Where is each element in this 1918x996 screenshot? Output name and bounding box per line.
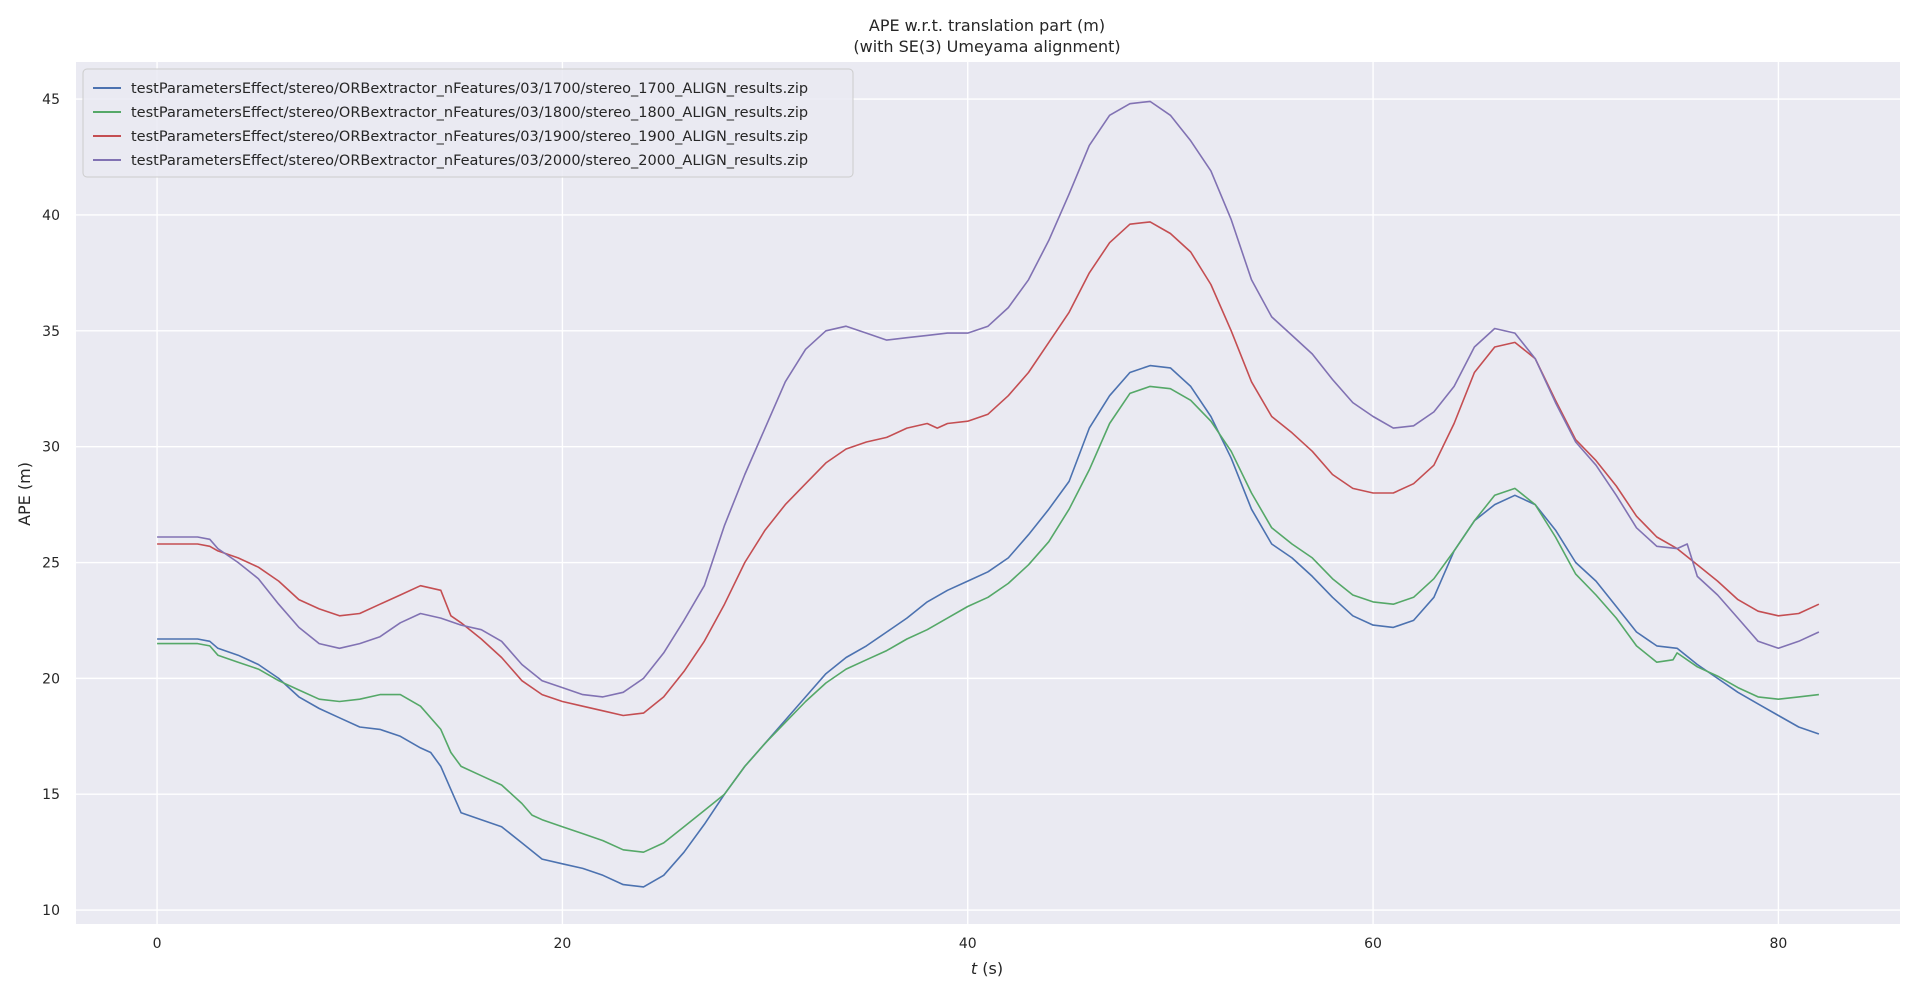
legend-label-4: testParametersEffect/stereo/ORBextractor… <box>131 153 808 169</box>
y-tick-label: 10 <box>42 903 60 919</box>
x-tick-label: 40 <box>959 936 977 952</box>
series-line-4 <box>157 100 1820 698</box>
series-lines <box>157 100 1820 888</box>
y-tick-label: 40 <box>42 208 60 224</box>
y-tick-label: 15 <box>42 787 60 803</box>
x-axis-label-unit: (s) <box>977 959 1003 978</box>
y-tick-label: 25 <box>42 556 60 572</box>
legend-label-2: testParametersEffect/stereo/ORBextractor… <box>131 105 808 121</box>
series-line-2 <box>157 385 1819 853</box>
x-tick-label: 0 <box>153 936 162 952</box>
x-tick-label: 20 <box>553 936 571 952</box>
x-axis-label-variable: t <box>971 959 978 978</box>
chart-subtitle: (with SE(3) Umeyama alignment) <box>853 37 1120 56</box>
y-tick-label: 45 <box>42 92 60 108</box>
x-tick-label: 80 <box>1769 936 1787 952</box>
legend-box <box>82 68 854 178</box>
x-tick-label: 60 <box>1364 936 1382 952</box>
y-tick-label: 35 <box>42 324 60 340</box>
grid-lines <box>76 62 1900 924</box>
plot-area <box>76 62 1900 924</box>
legend: testParametersEffect/stereo/ORBextractor… <box>82 68 854 178</box>
x-axis-label: t (s) <box>971 959 1003 978</box>
y-tick-label: 20 <box>42 671 60 687</box>
y-tick-label: 30 <box>42 440 60 456</box>
y-axis-label: APE (m) <box>15 462 34 526</box>
chart-title: APE w.r.t. translation part (m) <box>869 16 1105 35</box>
legend-label-3: testParametersEffect/stereo/ORBextractor… <box>131 129 808 145</box>
tick-labels: 0 20 40 60 80 10 15 20 25 30 35 40 45 <box>42 92 1787 952</box>
legend-label-1: testParametersEffect/stereo/ORBextractor… <box>131 81 808 97</box>
